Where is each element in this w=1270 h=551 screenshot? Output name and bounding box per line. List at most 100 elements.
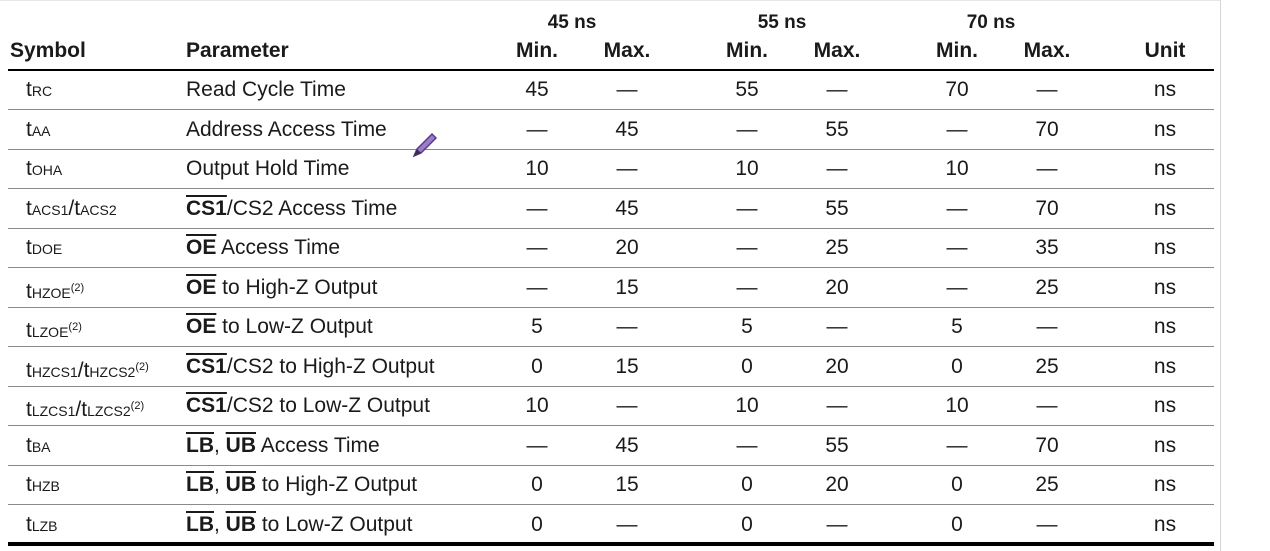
min-value-cell: 70 [945,78,969,101]
unit-cell: ns [1153,394,1177,417]
max-value-cell: 55 [825,117,849,141]
frame-right-border [1220,0,1221,551]
active-low-signal: UB [225,433,257,457]
column-header-parameter: Parameter [186,39,289,62]
column-header-symbol: Symbol [10,39,86,62]
group-header-55ns: 55 ns [757,12,807,33]
unit-cell: ns [1153,117,1177,141]
min-value-cell: — [526,117,548,141]
max-value-cell: 70 [1035,433,1059,457]
header-rule [8,69,1214,71]
min-value-cell: 55 [735,78,759,101]
parameter-text: Read Cycle Time [186,78,346,101]
group-header-45ns: 45 ns [547,12,597,33]
column-header-max-45: Max. [603,39,651,62]
table-row: tBA LB, UB Access Time — 45 — 55 — 70 ns [8,427,1214,466]
parameter-text: /CS2 Access Time [226,196,398,220]
active-low-signal: OE [186,236,217,259]
min-value-cell: 0 [531,512,543,536]
column-header-unit: Unit [1144,39,1186,62]
column-header-min-55: Min. [726,39,768,62]
max-value-cell: 20 [825,275,849,299]
symbol-cell: tLZB [26,512,58,539]
symbol-cell: tBA [26,433,51,460]
max-value-cell: 15 [615,275,639,299]
min-value-cell: 10 [735,394,759,417]
min-value-cell: 0 [531,354,543,378]
symbol-cell: tHZOE(2) [26,275,84,306]
frame-top-border [0,0,1220,1]
table-row: tLZCS1/tLZCS2(2) CS1/CS2 to Low-Z Output 1… [8,387,1214,426]
parameter-text: Access Time [216,236,341,259]
parameter-cell: CS1/CS2 to Low-Z Output [186,393,430,419]
min-value-cell: — [946,196,968,220]
parameter-text: to Low-Z Output [216,315,373,338]
unit-cell: ns [1153,315,1177,338]
symbol-base: t [26,117,32,141]
min-value-cell: — [736,433,758,457]
min-value-cell: — [526,236,548,259]
parameter-text: to Low-Z Output [256,512,413,536]
min-value-cell: — [946,433,968,457]
symbol-base: t [26,358,32,382]
min-value-cell: — [526,275,548,299]
unit-cell: ns [1153,512,1177,536]
parameter-cell: OE to Low-Z Output [186,314,373,340]
active-low-signal: CS1 [186,354,227,378]
table-row: tLZB LB, UB to Low-Z Output 0 — 0 — 0 — ns [8,506,1214,545]
symbol-subscript: LZB [31,517,58,534]
unit-cell: ns [1153,196,1177,220]
symbol-base: t [26,512,32,536]
max-value-cell: — [826,394,848,417]
parameter-cell: Read Cycle Time [186,77,346,103]
unit-cell: ns [1153,433,1177,457]
max-value-cell: 35 [1035,236,1059,259]
symbol-subscript: OHA [31,162,63,178]
min-value-cell: 10 [945,394,969,417]
table-row: tRC Read Cycle Time 45 — 55 — 70 — ns [8,71,1214,110]
symbol-subscript: AA [31,122,51,139]
min-value-cell: 5 [531,315,543,338]
max-value-cell: 55 [825,196,849,220]
table-row: tHZCS1/tHZCS2(2) CS1/CS2 to High-Z Output… [8,348,1214,387]
active-low-signal: OE [186,315,217,338]
max-value-cell: — [616,157,638,180]
symbol-base: t [26,319,32,342]
unit-cell: ns [1153,275,1177,299]
parameter-cell: OE to High-Z Output [186,275,377,301]
symbol-base: t [26,433,32,457]
max-value-cell: — [1036,315,1058,338]
max-value-cell: — [826,315,848,338]
column-header-max-70: Max. [1023,39,1071,62]
symbol-cell: tAA [26,117,51,144]
max-value-cell: — [1036,394,1058,417]
min-value-cell: — [526,433,548,457]
symbol-base: t [26,157,32,180]
max-value-cell: 45 [615,433,639,457]
table-row: tOHA Output Hold Time 10 — 10 — 10 — ns [8,150,1214,189]
symbol-subscript: LZCS1 [31,403,76,419]
unit-cell: ns [1153,157,1177,180]
min-value-cell: — [736,196,758,220]
symbol-base: t [26,398,32,421]
symbol-cell: tACS1/tACS2 [26,196,117,223]
active-low-signal: LB [186,473,214,496]
max-value-cell: 25 [1035,275,1059,299]
min-value-cell: — [736,275,758,299]
min-value-cell: 10 [735,157,759,180]
max-value-cell: 70 [1035,196,1059,220]
symbol-base: t [26,196,32,220]
table-row: tHZOE(2) OE to High-Z Output — 15 — 20 — 25 ns [8,269,1214,308]
max-value-cell: — [826,78,848,101]
table-row: tLZOE(2) OE to Low-Z Output 5 — 5 — 5 — ns [8,308,1214,347]
min-value-cell: 0 [531,473,543,496]
symbol-cell: tOHA [26,156,62,183]
symbol-subscript: HZOE [31,284,71,301]
min-value-cell: — [736,236,758,259]
min-value-cell: 5 [741,315,753,338]
symbol-subscript-2: HZCS2 [89,363,136,380]
max-value-cell: — [616,78,638,101]
parameter-cell: LB, UB Access Time [186,433,380,459]
max-value-cell: — [616,394,638,417]
active-low-signal: CS1 [186,196,227,220]
